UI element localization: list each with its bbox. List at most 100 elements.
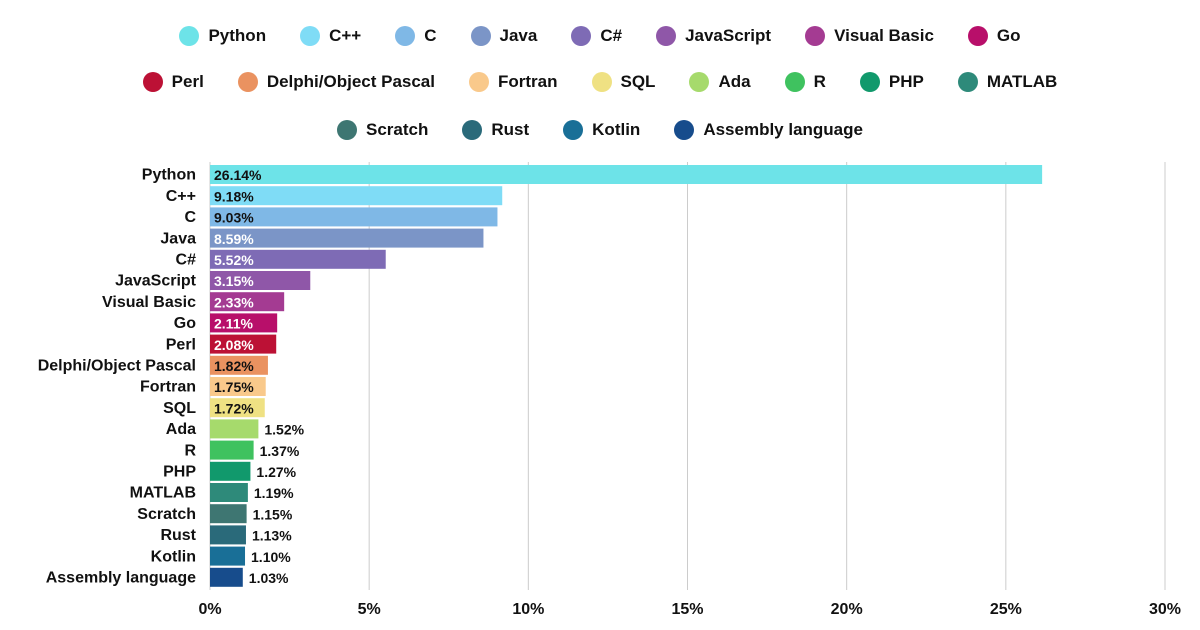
bar-sql (210, 398, 265, 418)
legend-item-kotlin: Kotlin (563, 120, 640, 140)
data-label: 2.33% (214, 294, 254, 310)
category-label: C (184, 209, 196, 226)
bar-php (210, 461, 251, 481)
legend-swatch (395, 26, 416, 46)
category-label: Delphi/Object Pascal (38, 358, 196, 375)
bar-matlab (210, 483, 248, 502)
data-label: 8.59% (214, 231, 254, 247)
category-label: Scratch (137, 506, 196, 523)
category-label: SQL (163, 400, 196, 417)
bar-assembly-language (210, 567, 243, 587)
legend-swatch (957, 72, 978, 92)
x-tick-label: 20% (831, 601, 863, 618)
legend-label: SQL (620, 72, 656, 91)
category-label: Fortran (140, 379, 196, 396)
data-label: 1.27% (256, 464, 296, 480)
legend-swatch (563, 120, 584, 140)
legend-item-assembly-language: Assembly language (674, 120, 863, 140)
data-label: 3.15% (214, 273, 254, 289)
legend-swatch (469, 72, 489, 92)
legend-swatch (805, 26, 826, 46)
category-label: Java (160, 230, 196, 247)
legend-item-fortran: Fortran (469, 72, 558, 92)
x-tick-label: 0% (198, 601, 221, 618)
data-label: 1.72% (214, 400, 254, 416)
category-label: Python (142, 167, 196, 184)
x-tick-label: 5% (358, 601, 381, 618)
legend-label: Python (208, 26, 267, 45)
legend-item-php: PHP (859, 72, 924, 92)
bar-python (210, 165, 1043, 184)
data-label: 1.10% (251, 549, 291, 565)
legend-swatch (300, 26, 321, 46)
legend-label: Ada (718, 72, 751, 91)
legend-label: Delphi/Object Pascal (266, 72, 435, 91)
legend-row: Python C++ C Java C# JavaScript Visual Basic Go (0, 24, 1200, 48)
legend-label: Fortran (498, 72, 558, 91)
data-label: 1.75% (214, 379, 254, 395)
bar-rust (210, 525, 246, 545)
legend-item-scratch: Scratch (337, 120, 428, 140)
x-tick-label: 30% (1149, 601, 1181, 618)
legend-swatch (674, 120, 695, 140)
bar-c (210, 207, 498, 227)
legend-swatch (571, 26, 592, 46)
legend-swatch (591, 72, 612, 92)
bar-go (210, 313, 278, 333)
bar-perl (210, 334, 277, 354)
data-label: 26.14% (214, 167, 262, 183)
legend-swatch (179, 26, 200, 46)
bar-javascript (210, 271, 311, 290)
legend-item-go: Go (967, 26, 1021, 46)
legend-swatch (784, 72, 805, 92)
category-label: Go (174, 315, 196, 332)
legend-label: Visual Basic (834, 26, 934, 45)
legend-label: Go (996, 26, 1021, 45)
x-tick-label: 15% (671, 601, 703, 618)
data-label: 1.03% (249, 570, 289, 586)
legend-item-visual-basic: Visual Basic (805, 26, 934, 46)
legend-item-r: R (784, 72, 826, 92)
category-label: Ada (166, 421, 196, 438)
category-label: Perl (166, 336, 196, 353)
data-label: 9.18% (214, 188, 254, 204)
legend-swatch (689, 72, 710, 92)
legend-row: Scratch Rust Kotlin Assembly language (0, 118, 1200, 142)
data-label: 5.52% (214, 252, 254, 268)
legend-swatch (142, 72, 163, 92)
bar-ada (210, 419, 259, 439)
legend-label: Perl (171, 72, 204, 91)
legend-swatch (470, 26, 491, 46)
bar-delphi-object-pascal (210, 355, 268, 375)
category-label: JavaScript (115, 273, 197, 290)
legend-item-c: C# (571, 26, 622, 46)
legend-item-java: Java (470, 26, 538, 46)
legend-swatch (859, 72, 880, 92)
x-tick-label: 25% (990, 601, 1022, 618)
legend-label: C (424, 26, 437, 45)
legend-label: C# (600, 26, 623, 45)
bar-java (210, 228, 484, 248)
data-label: 2.08% (214, 337, 254, 353)
legend-label: Kotlin (592, 120, 641, 139)
bar-r (210, 440, 254, 460)
bar-scratch (210, 504, 247, 524)
data-label: 2.11% (214, 316, 253, 332)
category-label: Assembly language (46, 570, 196, 587)
category-label: C++ (166, 188, 196, 205)
legend-item-sql: SQL (591, 72, 656, 92)
legend-item-matlab: MATLAB (957, 72, 1057, 92)
legend-item-python: Python (179, 26, 266, 46)
legend-item-delphi-object-pascal: Delphi/Object Pascal (237, 72, 435, 92)
legend-label: JavaScript (685, 26, 772, 45)
data-label: 1.19% (254, 485, 294, 501)
legend-label: Java (499, 26, 538, 45)
category-label: Visual Basic (102, 294, 196, 311)
bar-c (210, 249, 386, 269)
category-label: MATLAB (130, 485, 196, 502)
legend-swatch (337, 120, 357, 140)
legend-label: R (813, 72, 826, 91)
bar-fortran (210, 377, 266, 396)
